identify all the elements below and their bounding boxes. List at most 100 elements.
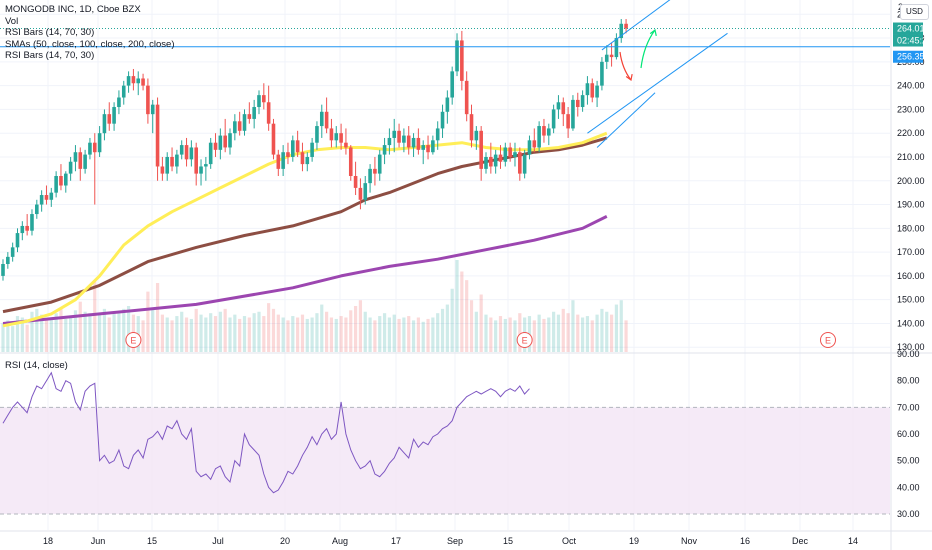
candle-body	[537, 126, 541, 148]
price-tick-label: 130.00	[897, 342, 925, 352]
candle-body	[295, 140, 300, 153]
countdown-badge-text: 02:45:27	[897, 36, 932, 46]
candle-body	[619, 23, 624, 39]
candle-body	[160, 166, 165, 174]
volume-bar	[252, 313, 256, 352]
candle-body	[228, 133, 232, 148]
candle-body	[455, 40, 459, 72]
indicator-volume[interactable]: Vol	[5, 15, 19, 27]
indicator-smas[interactable]: SMAs (50, close, 100, close, 200, close)	[5, 38, 175, 50]
sma-200-line	[2, 215, 608, 325]
volume-bar	[556, 314, 561, 352]
volume-bar	[300, 314, 305, 352]
volume-bar	[218, 311, 222, 352]
volume-bar	[382, 313, 387, 352]
volume-bar	[1, 323, 5, 352]
candle-body	[165, 156, 170, 174]
time-tick-label: Jun	[91, 536, 106, 546]
candle-body	[508, 147, 512, 157]
volume-bar	[513, 320, 517, 352]
volume-bar	[291, 316, 295, 352]
candle-body	[35, 204, 39, 215]
price-tick-label: 230.00	[897, 104, 925, 114]
volume-bar	[339, 316, 343, 352]
volume-bar	[93, 280, 97, 352]
volume-bar	[184, 317, 189, 352]
rsi-legend[interactable]: RSI (14, close)	[5, 360, 68, 371]
volume-bar	[532, 320, 536, 352]
candle-body	[291, 140, 295, 157]
candle-body	[546, 128, 551, 136]
candle-body	[68, 161, 73, 174]
candle-body	[624, 23, 628, 29]
candle-body	[150, 104, 155, 115]
volume-bar	[257, 311, 261, 352]
candle-body	[387, 137, 392, 146]
indicator-rsi-bars-2[interactable]: RSI Bars (14, 70, 30)	[5, 50, 95, 62]
candle-body	[121, 85, 126, 98]
chart-legend: MONGODB INC, 1D, Cboe BZX Vol RSI Bars (…	[5, 4, 175, 62]
time-tick-label: 15	[147, 536, 157, 546]
candle-body	[146, 85, 150, 115]
volume-bar	[489, 317, 493, 352]
price-tick-label: 220.00	[897, 128, 925, 138]
volume-bar	[30, 311, 34, 352]
volume-bar	[15, 316, 20, 352]
candle-body	[469, 114, 474, 141]
volume-bar	[624, 320, 628, 352]
rsi-tick-label: 40.00	[897, 482, 920, 492]
channel-upper-line	[601, 0, 671, 51]
candle-body	[199, 166, 203, 174]
price-tick-label: 180.00	[897, 223, 925, 233]
candle-body	[604, 54, 609, 62]
volume-bar	[503, 318, 507, 352]
candle-body	[6, 256, 10, 264]
candle-body	[416, 137, 421, 150]
candle-body	[368, 168, 372, 184]
last-price-badge-text: 264.01	[897, 24, 925, 34]
candle-body	[189, 147, 194, 160]
time-tick-label: Jul	[212, 536, 224, 546]
candle-body	[614, 38, 619, 58]
candle-body	[184, 145, 189, 160]
candle-body	[464, 80, 469, 115]
volume-bar	[242, 316, 247, 352]
time-tick-label: Aug	[332, 536, 348, 546]
volume-bar	[498, 316, 503, 352]
volume-bar	[407, 316, 411, 352]
volume-bar	[363, 311, 367, 352]
candle-body	[310, 142, 314, 157]
volume-bar	[344, 317, 348, 352]
time-tick-label: 17	[391, 536, 401, 546]
currency-badge[interactable]: USD	[900, 4, 929, 20]
volume-bar	[310, 317, 314, 352]
time-tick-label: Oct	[562, 536, 577, 546]
candle-body	[73, 152, 78, 162]
volume-bar	[450, 288, 454, 352]
candle-body	[479, 130, 483, 169]
volume-bar	[146, 291, 150, 352]
rsi-tick-label: 60.00	[897, 429, 920, 439]
price-tick-label: 140.00	[897, 318, 925, 328]
rsi-band	[0, 407, 890, 514]
volume-bar	[547, 317, 551, 352]
candle-body	[78, 152, 83, 169]
volume-bar	[518, 313, 522, 352]
candle-body	[102, 114, 107, 134]
indicator-rsi-bars-1[interactable]: RSI Bars (14, 70, 30)	[5, 27, 95, 39]
price-tick-label: 200.00	[897, 176, 925, 186]
volume-bar	[469, 300, 474, 352]
price-tick-label: 160.00	[897, 271, 925, 281]
volume-bar	[566, 313, 570, 352]
candle-body	[208, 142, 213, 165]
symbol-title[interactable]: MONGODB INC, 1D, Cboe BZX	[5, 4, 141, 15]
volume-bar	[368, 317, 372, 352]
candle-body	[319, 111, 324, 127]
candle-body	[474, 130, 479, 141]
volume-bar	[170, 320, 174, 352]
candle-body	[382, 145, 387, 155]
channel-lower-line	[587, 32, 728, 134]
candle-body	[561, 102, 566, 115]
volume-bar	[590, 320, 594, 352]
